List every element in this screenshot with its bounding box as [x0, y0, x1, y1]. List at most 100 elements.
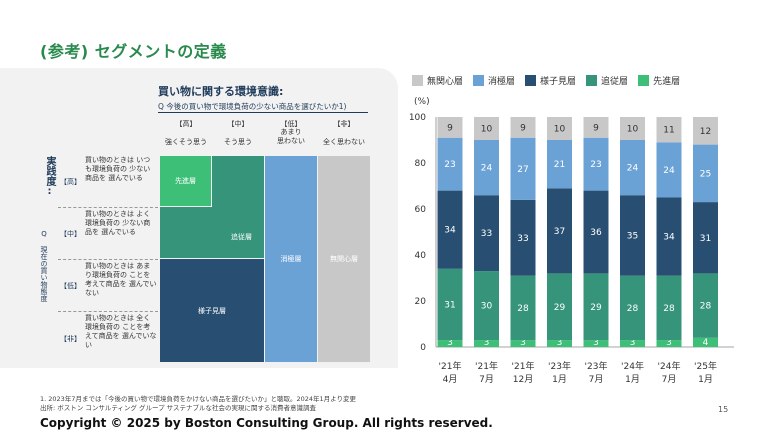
chart-legend: 無関心層 消極層 様子見層 追従層 先進層	[412, 74, 680, 87]
data-label: 29	[554, 303, 566, 313]
data-label: 30	[481, 302, 493, 312]
data-label: 11	[663, 126, 674, 136]
question-sub: Q 今後の買い物で環境負荷の少ない商品を選びたいか1)	[158, 102, 347, 111]
bar-segment-yosumi	[583, 190, 609, 274]
bar-segment-senshin	[583, 340, 609, 347]
bar-segment-mukanshin	[620, 117, 645, 140]
data-label: 10	[627, 125, 639, 135]
data-label: 34	[444, 226, 456, 236]
page-title: (参考) セグメントの定義	[40, 42, 227, 61]
data-label: 36	[590, 228, 602, 238]
legend-item: 先進層	[638, 74, 680, 87]
segment-tsuiju: 追従層	[160, 207, 264, 258]
data-label: 9	[447, 123, 453, 133]
bar-segment-shokyoku	[583, 137, 609, 191]
bar-segment-mukanshin	[656, 117, 682, 143]
question-title: 買い物に関する環境意識:	[158, 85, 284, 98]
data-label: 3	[447, 338, 453, 348]
data-label: 4	[703, 338, 709, 348]
row-tag-low: 【低】	[60, 282, 81, 290]
bar-segment-mukanshin	[510, 117, 536, 138]
footnote-source: 出所: ボストン コンサルティング グループ サステナブルな社会の実現に関する消…	[40, 404, 317, 413]
segment-senshin: 先進層	[160, 156, 211, 206]
x-tick-label: 7月	[479, 374, 494, 385]
legend-swatch	[525, 75, 537, 86]
data-label: 3	[593, 338, 599, 348]
data-label: 31	[700, 234, 711, 244]
bar-segment-tsuiju	[474, 271, 499, 341]
bar-segment-senshin	[437, 340, 463, 347]
row-divider	[58, 311, 158, 312]
x-tick-label: '21年	[475, 360, 498, 372]
data-label: 29	[590, 303, 602, 313]
legend-swatch	[638, 75, 650, 86]
data-label: 28	[627, 304, 639, 314]
bar-segment-shokyoku	[620, 140, 645, 196]
segment-shokyoku: 消極層	[265, 156, 317, 362]
bar-segment-shokyoku	[510, 137, 536, 200]
data-label: 3	[666, 338, 672, 348]
bar-segment-mukanshin	[583, 117, 609, 138]
question-underline	[158, 112, 368, 113]
data-label: 9	[520, 123, 526, 133]
data-label: 31	[444, 300, 455, 310]
y-tick-label: 20	[415, 297, 427, 307]
x-tick-label: '25年	[694, 360, 717, 372]
y-tick-label: 80	[415, 159, 427, 169]
x-tick-label: 1月	[625, 374, 640, 385]
row-divider	[58, 207, 158, 208]
data-label: 28	[517, 304, 529, 314]
data-label: 33	[481, 229, 492, 239]
bar-segment-shokyoku	[437, 137, 463, 191]
row-tag-high: 【高】	[60, 178, 81, 186]
bar-segment-mukanshin	[474, 117, 499, 140]
bar-segment-tsuiju	[693, 273, 718, 338]
bar-segment-yosumi	[656, 197, 682, 276]
x-tick-label: '21年	[512, 360, 535, 372]
row-desc-high: 買い物のときは いつも環境負荷の 少ない商品を 選んでいる	[85, 156, 151, 183]
row-tag-mid: 【中】	[60, 230, 81, 238]
bar-segment-yosumi	[547, 188, 572, 274]
data-label: 28	[663, 304, 675, 314]
bar-segment-yosumi	[474, 195, 499, 272]
data-label: 35	[627, 231, 638, 241]
row-divider	[58, 259, 158, 260]
bar-segment-shokyoku	[656, 142, 682, 198]
data-label: 12	[700, 127, 711, 137]
col-mid: 【中】 そう思う	[224, 120, 252, 147]
legend-swatch	[412, 75, 423, 86]
y-axis-label: (%)	[414, 97, 430, 107]
footnotes: 1. 2023年7月までは「今後の買い物で環境負荷をかけない商品を選びたいか」と…	[40, 395, 356, 413]
bar-segment-mukanshin	[437, 117, 463, 138]
y-tick-label: 40	[415, 251, 427, 261]
x-tick-label: 4月	[443, 374, 458, 385]
data-label: 33	[517, 234, 528, 244]
page-number: 15	[718, 405, 729, 414]
bar-segment-yosumi	[437, 190, 463, 269]
bar-segment-senshin	[656, 340, 682, 347]
segment-yosumi: 様子見層	[160, 259, 264, 362]
row-desc-non: 買い物のときは 全く環境負荷の ことを考えて商品を 選んでいない	[85, 314, 157, 350]
col-non: 【非】 全く思わない	[323, 120, 365, 147]
bar-segment-tsuiju	[620, 275, 645, 341]
legend-item: 無関心層	[412, 74, 463, 87]
bar-segment-mukanshin	[693, 117, 718, 145]
bar-segment-shokyoku	[693, 144, 718, 203]
x-tick-label: '24年	[621, 360, 644, 372]
legend-item: 消極層	[473, 74, 515, 87]
data-label: 21	[554, 160, 565, 170]
col-high: 【高】 強くそう思う	[165, 120, 207, 147]
data-label: 37	[554, 227, 565, 237]
data-label: 27	[517, 165, 528, 175]
legend-item: 追従層	[586, 74, 628, 87]
bar-segment-shokyoku	[547, 140, 572, 189]
row-desc-low: 買い物のときは あまり環境負荷の ことを考えて商品を 選んでいない	[85, 262, 157, 298]
data-label: 28	[700, 302, 712, 312]
bar-segment-tsuiju	[510, 275, 536, 341]
data-label: 23	[444, 160, 455, 170]
data-label: 24	[481, 164, 493, 174]
vertical-axis-label: 実践度:	[44, 156, 55, 197]
segment-tsuiju-upper	[212, 156, 264, 207]
x-tick-label: 12月	[513, 374, 533, 385]
data-label: 3	[630, 338, 636, 348]
